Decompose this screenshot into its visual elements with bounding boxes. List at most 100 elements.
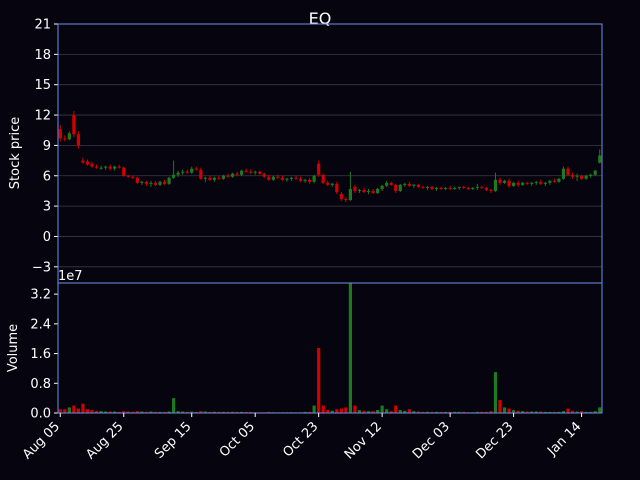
price-y-tick-label: 9: [43, 139, 51, 154]
volume-bar: [394, 405, 398, 413]
volume-bar: [122, 411, 126, 413]
volume-y-tick-label: 0.0: [30, 407, 51, 422]
volume-bar: [140, 411, 144, 413]
volume-bar: [425, 411, 430, 413]
volume-bar: [176, 411, 180, 413]
candle-body: [453, 187, 457, 189]
volume-bar: [117, 411, 121, 413]
candle-body: [462, 186, 466, 188]
candle-body: [394, 184, 398, 191]
price-y-label: Stock price: [8, 117, 23, 189]
candle-body: [240, 170, 244, 175]
candle-body: [521, 182, 525, 185]
volume-bar: [131, 411, 135, 413]
candle-body: [498, 179, 502, 183]
volume-bar: [557, 411, 561, 413]
candle-body: [580, 175, 584, 179]
candle-body: [194, 168, 198, 170]
candle-body: [149, 182, 153, 184]
candle-body: [348, 188, 352, 201]
volume-bar: [126, 411, 130, 413]
volume-bar: [502, 407, 507, 413]
volume-bar: [480, 411, 484, 413]
volume-bar: [90, 410, 94, 413]
volume-bar: [453, 411, 457, 413]
candle-body: [561, 168, 566, 179]
candle-body: [208, 177, 212, 180]
candle-body: [108, 166, 112, 169]
candle-body: [221, 175, 226, 179]
candle-body: [203, 177, 207, 179]
candle-body: [262, 173, 266, 177]
candle-body: [113, 166, 117, 169]
volume-bar: [212, 411, 216, 413]
volume-bar: [444, 411, 448, 413]
candle-body: [444, 187, 448, 189]
volume-bar: [412, 411, 416, 413]
candle-body: [117, 166, 121, 168]
candle-body: [172, 174, 176, 178]
candle-body: [457, 186, 461, 188]
candle-body: [294, 177, 298, 179]
candle-body: [475, 186, 479, 188]
volume-bar: [208, 411, 212, 413]
volume-bar: [158, 411, 162, 413]
volume-bar: [598, 407, 602, 413]
volume-bar: [108, 411, 112, 413]
volume-bar: [149, 411, 153, 413]
candle-body: [434, 187, 439, 189]
candle-body: [94, 166, 99, 168]
candle-body: [430, 186, 434, 189]
volume-bar: [493, 372, 498, 413]
candle-body: [376, 188, 380, 193]
candle-body: [416, 184, 420, 187]
candle-body: [385, 182, 389, 186]
candle-body: [493, 179, 498, 191]
candle-body: [548, 180, 552, 183]
volume-bar: [570, 410, 575, 413]
volume-bar: [580, 411, 584, 413]
candle-body: [398, 184, 402, 191]
volume-bar: [407, 409, 411, 413]
volume-bar: [135, 411, 139, 413]
volume-bar: [552, 411, 556, 413]
candle-body: [534, 181, 538, 183]
volume-bar: [172, 398, 176, 413]
candle-body: [502, 180, 507, 183]
candle-body: [525, 182, 529, 184]
candle-body: [530, 182, 534, 184]
volume-bar: [321, 405, 325, 413]
candle-body: [466, 187, 470, 189]
candle-body: [407, 183, 411, 186]
volume-bar: [371, 411, 375, 413]
candle-body: [226, 175, 230, 177]
price-y-tick-label: 6: [43, 169, 51, 184]
volume-bar: [430, 411, 434, 413]
candle-body: [230, 173, 235, 177]
candle-body: [439, 187, 443, 189]
candle-body: [271, 176, 275, 180]
volume-bar: [67, 407, 71, 413]
candle-body: [353, 186, 357, 191]
volume-bar: [240, 411, 244, 413]
volume-bar: [475, 411, 479, 413]
candle-body: [512, 182, 516, 186]
volume-bar: [403, 410, 407, 413]
volume-bar: [303, 411, 307, 413]
candle-body: [144, 181, 148, 184]
volume-bar: [335, 409, 339, 413]
volume-bar: [534, 411, 538, 413]
price-y-tick-label: 3: [43, 200, 51, 215]
candle-body: [285, 178, 289, 180]
candle-body: [380, 185, 384, 189]
candle-body: [330, 183, 334, 185]
candle-body: [104, 166, 108, 168]
candle-body: [289, 177, 294, 179]
volume-bar: [421, 411, 425, 413]
volume-bar: [366, 411, 371, 413]
volume-bar: [434, 411, 439, 413]
candle-body: [575, 175, 579, 177]
volume-bar: [99, 411, 103, 413]
volume-bar: [153, 411, 158, 413]
volume-bar: [561, 411, 566, 413]
